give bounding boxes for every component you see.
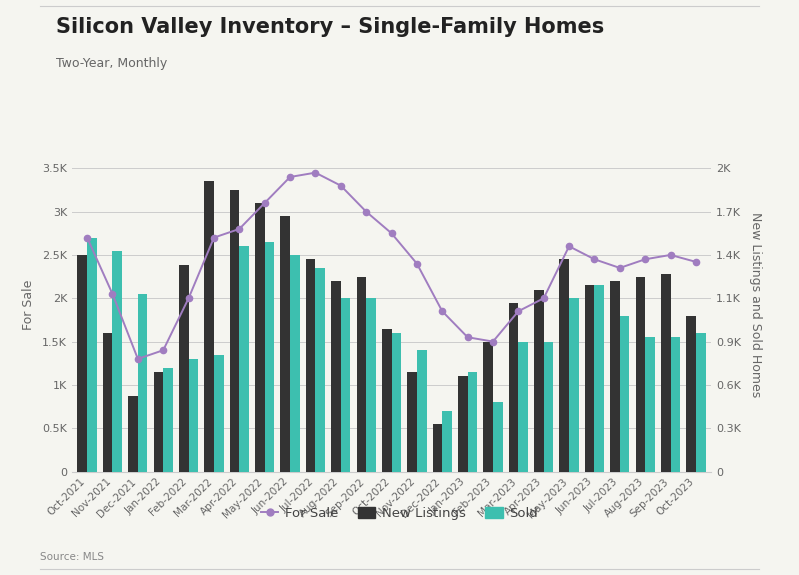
Bar <box>432 424 442 471</box>
Bar <box>366 298 376 472</box>
Bar <box>661 274 670 472</box>
Bar <box>543 342 554 472</box>
Legend: For Sale, New Listings, Sold: For Sale, New Listings, Sold <box>256 502 543 526</box>
For Sale <box>336 182 346 189</box>
Text: Two-Year, Monthly: Two-Year, Monthly <box>56 58 167 71</box>
Bar <box>467 372 477 472</box>
For Sale <box>235 225 244 232</box>
Bar <box>280 216 290 472</box>
Bar <box>696 333 706 471</box>
Bar <box>331 281 341 472</box>
For Sale <box>590 256 599 263</box>
For Sale <box>260 200 269 206</box>
For Sale <box>463 334 472 340</box>
For Sale <box>387 230 396 237</box>
Y-axis label: New Listings and Sold Homes: New Listings and Sold Homes <box>749 212 762 397</box>
Bar <box>645 337 655 472</box>
For Sale <box>412 260 422 267</box>
Bar <box>189 359 198 472</box>
For Sale <box>564 243 574 250</box>
For Sale <box>691 258 701 265</box>
Bar <box>483 342 493 472</box>
For Sale <box>539 295 548 302</box>
Bar <box>113 251 122 472</box>
Bar <box>78 255 87 472</box>
For Sale <box>158 347 168 354</box>
For Sale <box>640 256 650 263</box>
Bar <box>356 277 366 472</box>
Bar <box>153 372 163 472</box>
For Sale <box>615 264 625 271</box>
For Sale <box>361 208 371 215</box>
For Sale <box>311 169 320 176</box>
Text: Silicon Valley Inventory – Single-Family Homes: Silicon Valley Inventory – Single-Family… <box>56 17 604 37</box>
Bar <box>417 350 427 472</box>
Bar <box>255 203 264 472</box>
Bar <box>493 402 503 471</box>
Bar <box>290 255 300 472</box>
Bar <box>610 281 620 472</box>
Bar <box>509 302 519 471</box>
Line: For Sale: For Sale <box>84 170 699 362</box>
Bar <box>87 237 97 472</box>
Bar <box>534 290 543 472</box>
For Sale <box>488 338 498 345</box>
Y-axis label: For Sale: For Sale <box>22 279 35 330</box>
Bar <box>392 333 401 471</box>
Bar <box>382 328 392 472</box>
Bar <box>264 242 274 472</box>
Bar <box>585 285 594 472</box>
Bar <box>670 337 680 472</box>
For Sale <box>285 174 295 181</box>
Bar <box>179 265 189 471</box>
Text: Source: MLS: Source: MLS <box>40 553 104 562</box>
Bar <box>620 316 630 472</box>
Bar <box>103 333 113 471</box>
Bar <box>138 294 148 471</box>
Bar <box>569 298 578 472</box>
Bar <box>306 259 316 471</box>
Bar <box>559 259 569 471</box>
Bar <box>519 342 528 472</box>
Bar <box>341 298 351 472</box>
Bar <box>442 411 452 472</box>
For Sale <box>209 234 219 241</box>
Bar <box>635 277 645 472</box>
Bar <box>407 372 417 472</box>
For Sale <box>666 251 675 258</box>
Bar <box>205 181 214 471</box>
Bar <box>594 285 604 472</box>
Bar <box>128 396 138 471</box>
Bar <box>240 246 249 472</box>
For Sale <box>514 308 523 315</box>
Bar <box>686 316 696 472</box>
Bar <box>163 367 173 472</box>
Bar <box>214 355 224 471</box>
For Sale <box>133 355 143 362</box>
For Sale <box>82 234 92 241</box>
Bar <box>458 376 467 472</box>
For Sale <box>437 308 447 315</box>
Bar <box>229 190 240 471</box>
Bar <box>316 268 325 471</box>
For Sale <box>108 290 117 297</box>
For Sale <box>184 295 193 302</box>
